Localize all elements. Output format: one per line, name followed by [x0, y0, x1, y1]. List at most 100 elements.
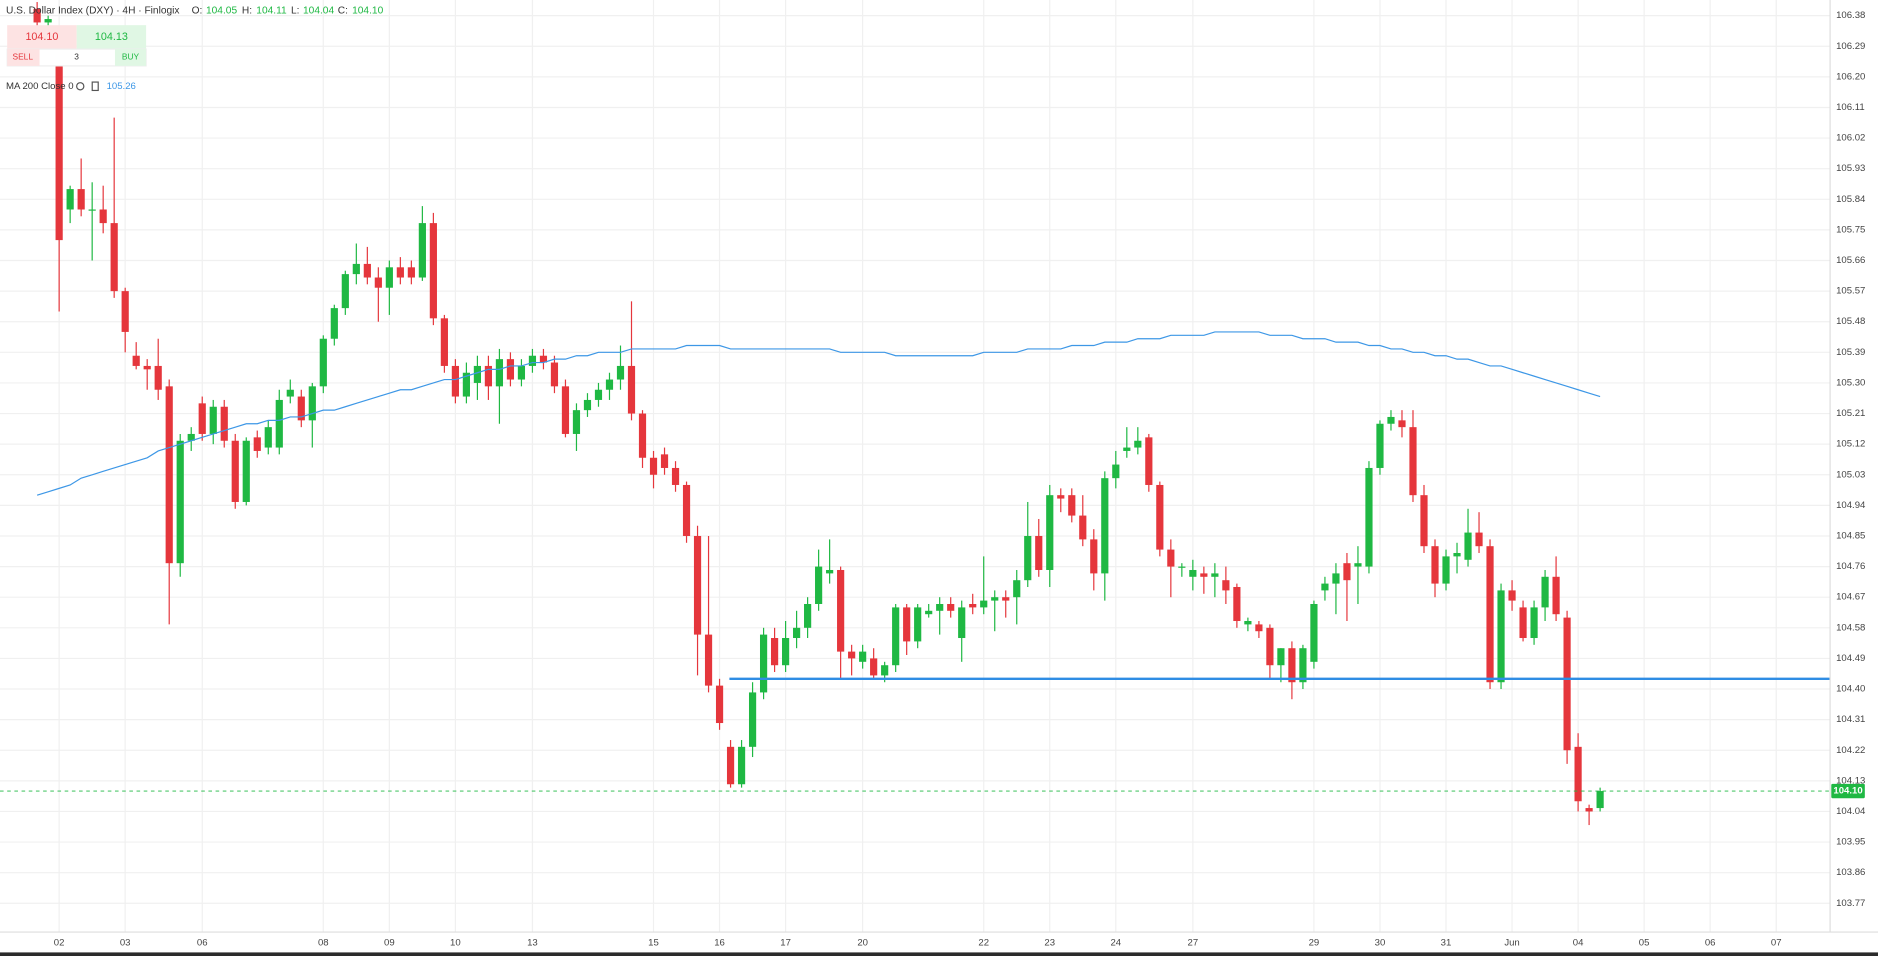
high-label: H:: [242, 5, 252, 16]
delete-icon[interactable]: [91, 81, 99, 92]
candle-body: [1211, 573, 1219, 577]
y-tick-label: 104.76: [1836, 561, 1865, 572]
buy-button[interactable]: [76, 25, 147, 50]
candle-body: [859, 651, 867, 662]
x-tick-label: 22: [978, 937, 989, 948]
candle-body: [297, 396, 305, 421]
candle-body: [1057, 495, 1065, 499]
candle-body: [374, 277, 382, 288]
candle-body: [176, 440, 184, 564]
candle-body: [936, 604, 944, 611]
buy-tab[interactable]: [114, 49, 147, 66]
candle-body: [1134, 440, 1142, 448]
candle-body: [958, 607, 966, 639]
candle-body: [1288, 648, 1296, 683]
candle-body: [1343, 563, 1351, 581]
x-tick-label: 20: [857, 937, 868, 948]
candle-body: [110, 223, 118, 292]
candle-body: [1013, 580, 1021, 598]
open-label: O:: [192, 5, 203, 16]
candle-body: [704, 634, 713, 686]
candle-body: [980, 600, 988, 608]
candle-body: [418, 223, 426, 278]
candle-body: [682, 484, 691, 536]
y-tick-label: 104.67: [1836, 592, 1865, 603]
candle-body: [253, 437, 261, 451]
candle-body: [605, 379, 614, 390]
candle-body: [396, 267, 404, 278]
moving-average-line: [36, 331, 1601, 496]
candle-body: [33, 8, 41, 23]
candle-body: [1200, 573, 1208, 577]
candle-body: [660, 454, 669, 468]
candle-body: [1574, 746, 1582, 802]
y-tick-label: 105.39: [1836, 347, 1865, 358]
candle-body: [1376, 423, 1384, 468]
candle-body: [242, 440, 250, 502]
candle-body: [947, 604, 955, 611]
candle-body: [1024, 535, 1032, 581]
candle-body: [1596, 791, 1604, 809]
candle-body: [66, 189, 74, 210]
y-tick-label: 106.11: [1836, 102, 1865, 113]
candle-body: [286, 389, 294, 397]
y-tick-label: 105.75: [1836, 224, 1865, 235]
candle-body: [1277, 648, 1285, 666]
settings-icon[interactable]: [76, 82, 85, 91]
x-tick-label: 30: [1375, 937, 1386, 948]
sell-label: SELL: [13, 52, 34, 62]
quantity[interactable]: 3: [74, 52, 79, 62]
candle-body: [506, 359, 515, 380]
candle-body: [1475, 532, 1483, 547]
sell-tab[interactable]: [7, 49, 40, 66]
x-tick-label: 06: [197, 937, 208, 948]
candle-body: [1497, 590, 1505, 683]
y-tick-label: 105.03: [1836, 469, 1865, 480]
y-tick-label: 105.57: [1836, 286, 1865, 297]
y-tick-label: 106.29: [1836, 41, 1865, 52]
candle-body: [1453, 552, 1461, 557]
candle-body: [793, 627, 801, 639]
y-tick-label: 104.13: [1836, 775, 1865, 786]
x-tick-label: 02: [54, 937, 65, 948]
candle-body: [638, 413, 647, 458]
high-value: 104.11: [256, 5, 287, 16]
candle-body: [1398, 420, 1406, 428]
y-tick-label: 106.38: [1836, 10, 1865, 21]
candle-body: [1123, 447, 1131, 451]
candle-body: [759, 634, 768, 693]
candle-body: [1222, 580, 1230, 591]
candle-body: [77, 189, 85, 210]
candle-body: [1178, 566, 1186, 568]
candle-body: [726, 746, 735, 785]
candle-body: [363, 263, 371, 278]
low-value: 104.04: [303, 5, 334, 16]
candle-body: [782, 638, 790, 666]
x-tick-label: 05: [1639, 937, 1650, 948]
candle-body: [341, 274, 349, 309]
candle-body: [352, 263, 360, 275]
sell-button[interactable]: [7, 25, 77, 50]
candle-body: [1321, 583, 1329, 591]
y-tick-label: 104.85: [1836, 531, 1865, 542]
indicator-label: MA 200 Close 0: [6, 81, 74, 92]
axes: 106.38 106.29 106.20 106.11 106.02 105.93 105.…: [54, 10, 1866, 948]
candle-body: [462, 372, 470, 397]
y-tick-label: 106.02: [1836, 133, 1865, 144]
candle-body: [88, 209, 96, 211]
candle-body: [1310, 604, 1318, 662]
candle-body: [649, 457, 658, 475]
x-tick-label: 07: [1771, 937, 1782, 948]
y-tick-label: 104.40: [1836, 684, 1865, 695]
plot-area: [0, 2, 1831, 826]
candle-body: [561, 386, 570, 434]
candle-body: [1035, 535, 1043, 570]
candle-body: [1156, 484, 1164, 550]
candle-body: [1552, 576, 1560, 615]
candle-body: [1167, 549, 1175, 567]
candle-body: [1068, 495, 1076, 516]
symbol-title: U.S. Dollar Index (DXY) · 4H · Finlogix: [6, 5, 180, 16]
candle-body: [1442, 556, 1450, 584]
candle-body: [1464, 532, 1472, 560]
candle-body: [903, 607, 911, 642]
